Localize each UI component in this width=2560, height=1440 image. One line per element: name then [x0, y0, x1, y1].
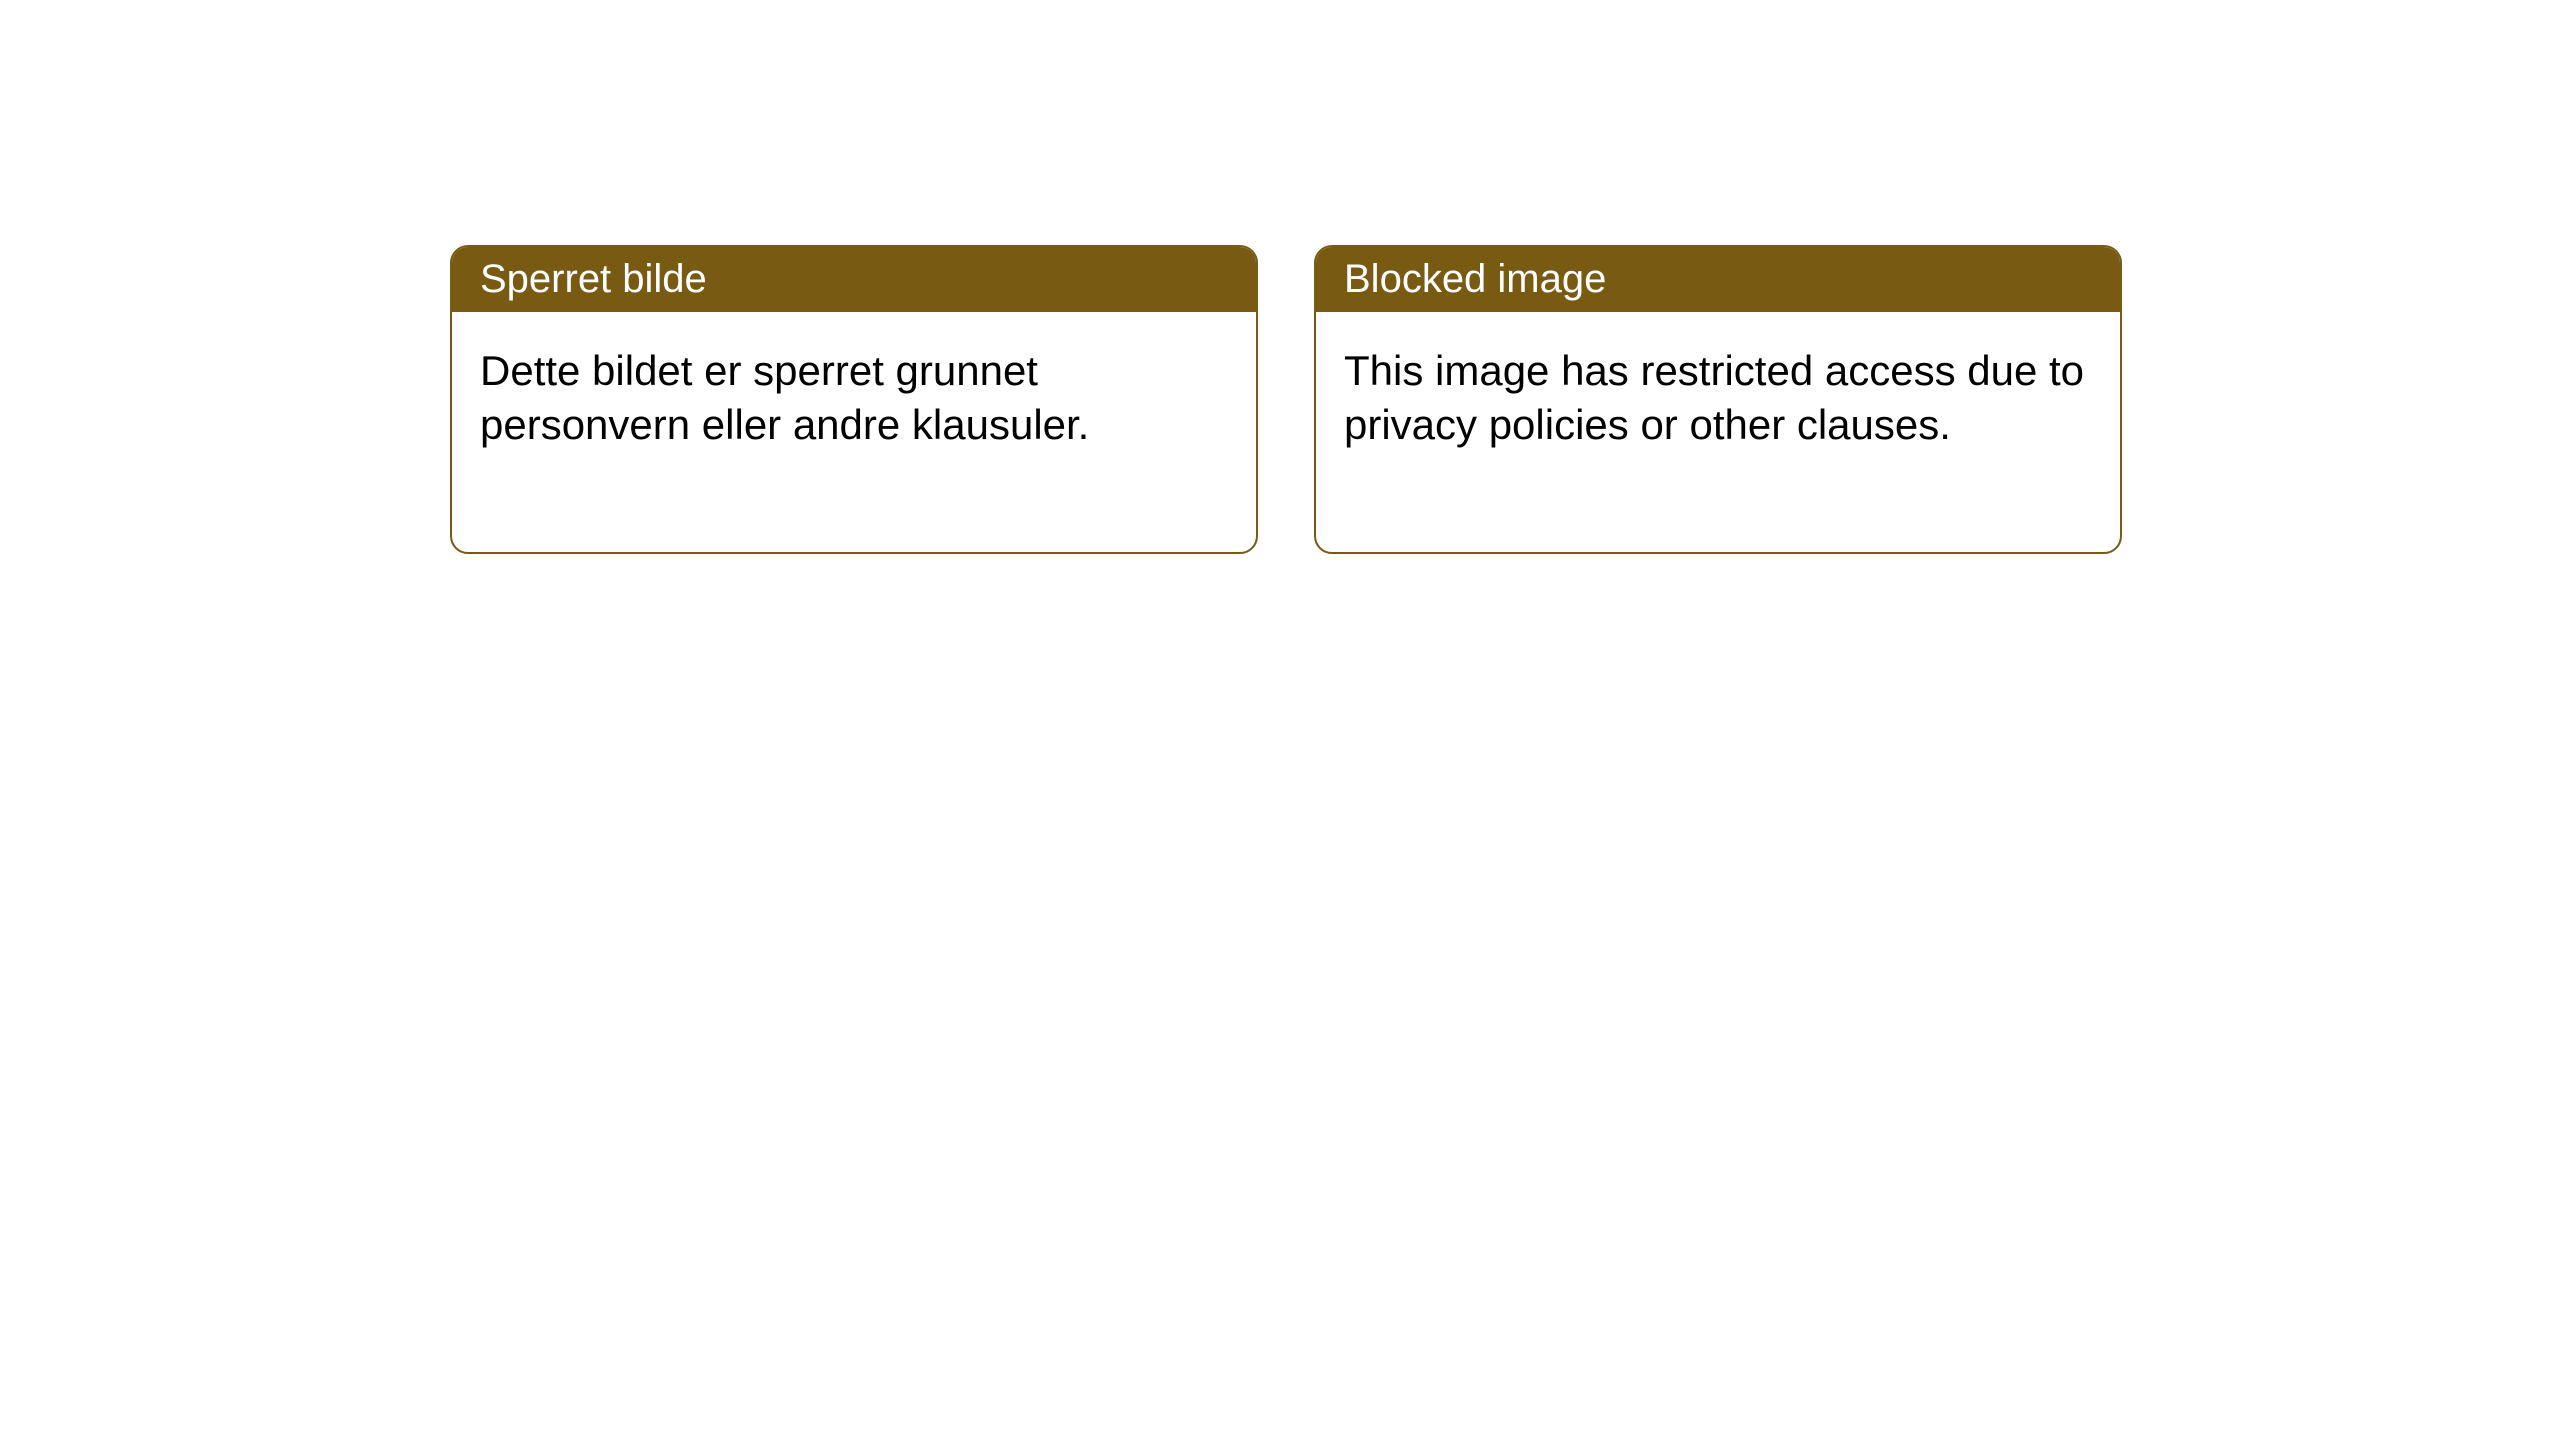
blocked-image-cards: Sperret bilde Dette bildet er sperret gr…	[450, 245, 2122, 554]
card-body-no: Dette bildet er sperret grunnet personve…	[452, 312, 1256, 552]
blocked-image-card-no: Sperret bilde Dette bildet er sperret gr…	[450, 245, 1258, 554]
card-body-en: This image has restricted access due to …	[1316, 312, 2120, 552]
card-header-en: Blocked image	[1316, 247, 2120, 312]
blocked-image-card-en: Blocked image This image has restricted …	[1314, 245, 2122, 554]
card-header-no: Sperret bilde	[452, 247, 1256, 312]
